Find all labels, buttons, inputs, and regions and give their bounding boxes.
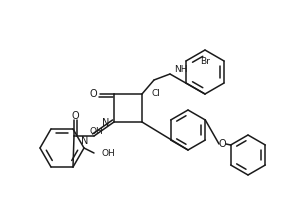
Text: O: O: [218, 139, 226, 149]
Text: O: O: [89, 89, 97, 99]
Text: N: N: [102, 118, 109, 128]
Text: Br: Br: [200, 57, 210, 66]
Text: OH: OH: [102, 150, 116, 158]
Text: NH: NH: [174, 64, 188, 74]
Text: OH: OH: [90, 128, 104, 137]
Text: Cl: Cl: [152, 89, 161, 97]
Text: N: N: [81, 136, 88, 146]
Text: O: O: [71, 111, 79, 121]
